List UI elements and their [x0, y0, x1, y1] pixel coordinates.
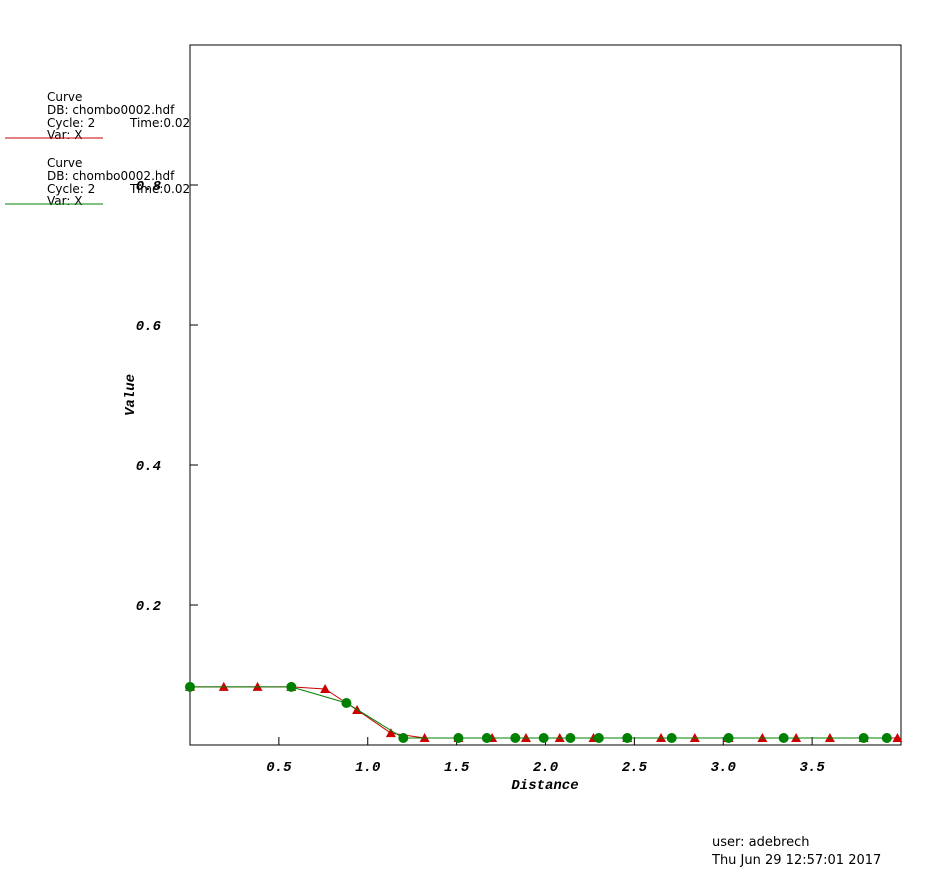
circle-marker	[453, 733, 464, 743]
circle-marker	[565, 733, 576, 743]
circle-marker	[185, 681, 195, 692]
triangle-marker	[385, 728, 396, 738]
legend-time: Time:0.02	[129, 182, 190, 196]
y-tick-label: 0.6	[136, 319, 162, 335]
x-tick-label: 1.0	[355, 760, 380, 776]
plot-frame	[189, 44, 902, 746]
circle-marker	[858, 733, 869, 743]
y-tick-label: 0.8	[136, 179, 162, 195]
footer-user: user: adebrech	[712, 835, 810, 850]
x-tick-label: 3.0	[711, 760, 736, 776]
x-tick-label: 3.5	[800, 760, 826, 776]
circle-marker	[666, 733, 677, 743]
footer-date: Thu Jun 29 12:57:01 2017	[711, 853, 881, 868]
circle-marker	[622, 733, 633, 743]
legend-var: Var: X	[47, 194, 82, 208]
circle-marker	[398, 733, 409, 743]
y-tick-label: 0.4	[136, 459, 161, 475]
series-line	[190, 686, 887, 739]
circle-marker	[510, 733, 521, 743]
x-tick-label: 2.5	[622, 760, 648, 776]
legend-time: Time:0.02	[129, 116, 190, 130]
legend-db: DB: chombo0002.hdf	[47, 103, 175, 117]
legend-var: Var: X	[47, 128, 82, 142]
circle-marker	[481, 733, 492, 743]
x-tick-label: 2.0	[533, 760, 558, 776]
circle-marker	[538, 733, 549, 743]
circle-marker	[881, 733, 892, 743]
triangle-marker	[892, 733, 903, 742]
x-axis-title: Distance	[511, 778, 578, 794]
circle-marker	[341, 698, 352, 708]
circle-marker	[723, 733, 734, 743]
legend-name: Curve	[47, 90, 82, 104]
legend-cycle: Cycle: 2	[47, 182, 95, 196]
x-tick-label: 0.5	[266, 760, 292, 776]
legend-db: DB: chombo0002.hdf	[47, 169, 175, 183]
x-tick-label: 1.5	[444, 760, 470, 776]
circle-marker	[593, 733, 604, 743]
circle-marker	[286, 681, 297, 692]
series-line	[190, 686, 898, 739]
legend-cycle: Cycle: 2	[47, 116, 95, 130]
y-axis-title: Value	[123, 374, 139, 416]
legend-name: Curve	[47, 156, 82, 170]
triangle-marker	[320, 684, 331, 693]
circle-marker	[778, 733, 789, 743]
y-tick-label: 0.2	[136, 599, 162, 615]
